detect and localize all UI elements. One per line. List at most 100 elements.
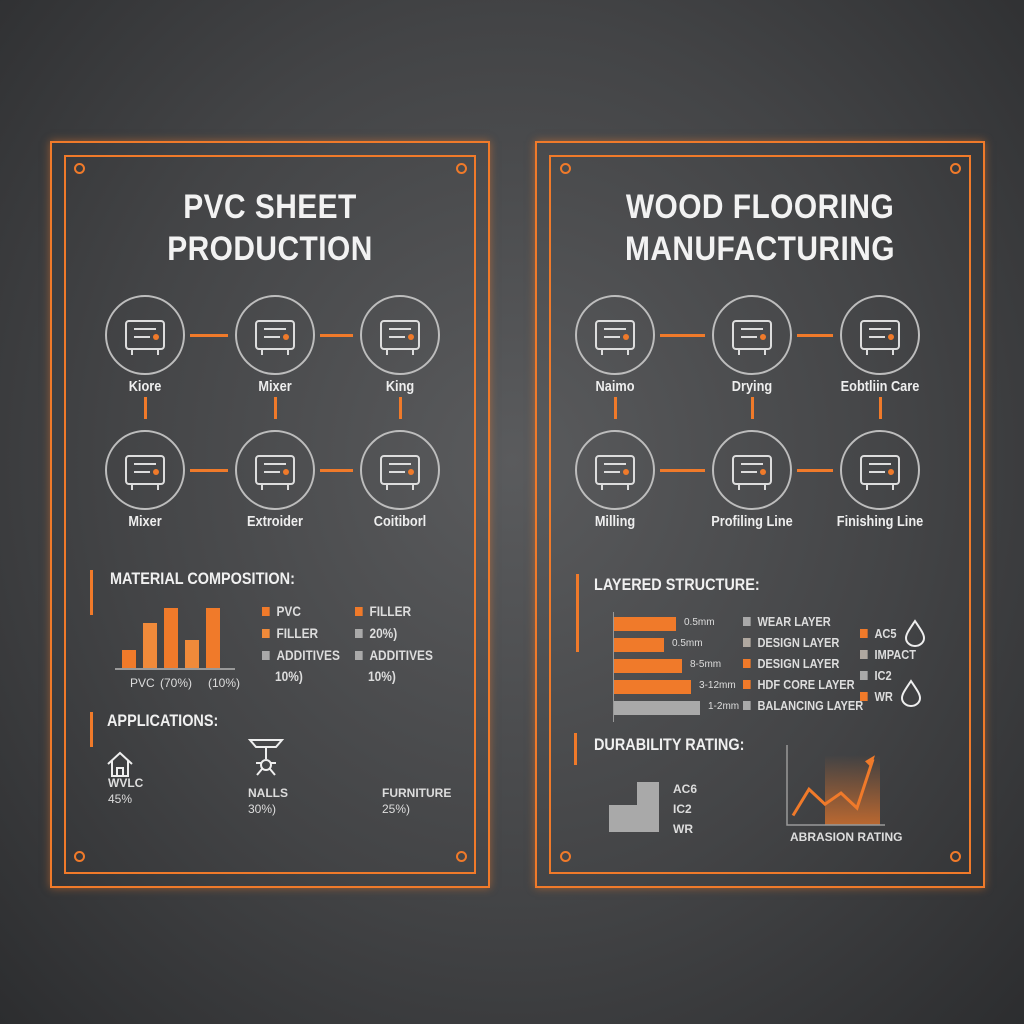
flow-arrow	[660, 469, 705, 472]
right-inner-frame	[549, 155, 971, 874]
layers-heading: LAYERED STRUCTURE:	[594, 575, 760, 594]
process-step-label: Coitiborl	[373, 513, 427, 530]
legend-text: FILLER	[276, 625, 319, 641]
left-outer-frame	[50, 141, 490, 888]
composition-bar	[164, 608, 178, 668]
silo-lightning-icon	[105, 295, 185, 375]
legend-text: FILLER	[369, 603, 412, 619]
legend-swatch	[860, 629, 868, 638]
layer-bar	[614, 638, 664, 652]
title-line: PVC SHEET	[183, 188, 357, 226]
composition-bar	[122, 650, 136, 668]
application-value: 25%)	[382, 802, 411, 816]
abrasion-trend-chart	[786, 745, 885, 826]
legend-swatch	[743, 659, 751, 668]
process-step-label: Kiore	[128, 378, 162, 395]
process-step-label: Mixer	[128, 513, 162, 530]
composition-heading: MATERIAL COMPOSITION:	[110, 569, 295, 588]
legend-subtext: 10%)	[368, 668, 396, 684]
corner-rivet	[560, 851, 571, 862]
legend-swatch	[355, 651, 363, 660]
left-inner-frame	[64, 155, 476, 874]
rollers-icon	[360, 430, 440, 510]
abrasion-chart-label: ABRASION RATING	[790, 830, 903, 844]
flow-arrow	[320, 469, 353, 472]
composition-bar	[206, 608, 220, 668]
layer-thickness: 8-5mm	[690, 659, 722, 670]
flow-arrow-down	[614, 397, 617, 419]
legend-item: PVC	[262, 603, 301, 619]
hopper-press-icon	[105, 430, 185, 510]
flow-arrow-down	[144, 397, 147, 419]
saw-frame-icon	[712, 295, 792, 375]
left-title: PVC SHEET PRODUCTION	[89, 186, 452, 270]
layer-bar	[614, 701, 700, 715]
applications-heading: APPLICATIONS:	[107, 711, 219, 730]
layer-bar	[614, 680, 691, 694]
layer-legend-item: BALANCING LAYER	[743, 698, 863, 713]
axis-label: (70%)	[160, 676, 193, 690]
water-drop-icon	[904, 619, 926, 647]
flow-arrow	[190, 469, 228, 472]
milling-machine-icon	[575, 430, 655, 510]
corner-rivet	[560, 163, 571, 174]
robot-arm-icon	[360, 295, 440, 375]
layer-legend-item: DESIGN LAYER	[743, 635, 839, 650]
legend-swatch	[262, 629, 270, 638]
durability-label: IC2	[673, 802, 692, 816]
chart-baseline	[115, 668, 235, 670]
axis-label: (10%)	[208, 676, 241, 690]
axis-label: PVC	[130, 676, 155, 690]
mixer-machine-icon	[235, 295, 315, 375]
composition-bar	[143, 623, 157, 668]
layer-legend-item: WEAR LAYER	[743, 614, 831, 629]
layer-legend-item: HDF CORE LAYER	[743, 677, 855, 692]
legend-text: DESIGN LAYER	[757, 656, 840, 671]
flow-arrow-down	[399, 397, 402, 419]
house-icon	[107, 751, 133, 777]
process-step-label: Extroider	[247, 513, 303, 530]
legend-swatch	[743, 701, 751, 710]
layer-thickness: 0.5mm	[684, 617, 715, 628]
legend-swatch	[262, 651, 270, 660]
legend-text: AC5	[874, 626, 897, 641]
application-label: WVLC	[108, 776, 144, 790]
process-step-label: Profiling Line	[711, 513, 793, 530]
legend-swatch	[743, 680, 751, 689]
finishing-sprayer-icon	[840, 430, 920, 510]
process-step-label: Milling	[594, 513, 636, 530]
rating-legend-item: IC2	[860, 668, 892, 683]
layer-thickness: 3-12mm	[699, 680, 736, 691]
layer-thickness: 1-2mm	[708, 701, 740, 712]
profiling-machine-icon	[712, 430, 792, 510]
application-label: NALLS	[248, 786, 288, 800]
legend-item: ADDITIVES	[355, 647, 433, 663]
layer-legend-item: DESIGN LAYER	[743, 656, 839, 671]
layer-thickness: 0.5mm	[672, 638, 703, 649]
process-step-label: Mixer	[258, 378, 292, 395]
legend-text: ADDITIVES	[369, 647, 433, 663]
flow-arrow	[320, 334, 353, 337]
legend-text: IMPACT	[874, 647, 916, 662]
layer-bar	[614, 659, 682, 673]
extruder-icon	[235, 430, 315, 510]
legend-item: FILLER	[262, 625, 318, 641]
legend-item: FILLER	[355, 603, 411, 619]
durability-heading: DURABILITY RATING:	[594, 735, 745, 754]
composition-bar	[185, 640, 199, 668]
ceiling-fixture-icon	[247, 739, 285, 776]
legend-swatch	[743, 638, 751, 647]
legend-text: WEAR LAYER	[757, 614, 831, 629]
flow-arrow	[797, 334, 833, 337]
flow-arrow	[797, 469, 833, 472]
application-value: 45%	[108, 792, 133, 806]
legend-swatch	[860, 650, 868, 659]
legend-text: HDF CORE LAYER	[757, 677, 855, 692]
rating-legend-item: AC5	[860, 626, 897, 641]
logs-icon	[575, 295, 655, 375]
layer-bar	[614, 617, 676, 631]
glue-applicator-icon	[840, 295, 920, 375]
legend-subtext: 10%)	[275, 668, 303, 684]
durability-step-chart	[609, 782, 659, 832]
corner-rivet	[950, 163, 961, 174]
